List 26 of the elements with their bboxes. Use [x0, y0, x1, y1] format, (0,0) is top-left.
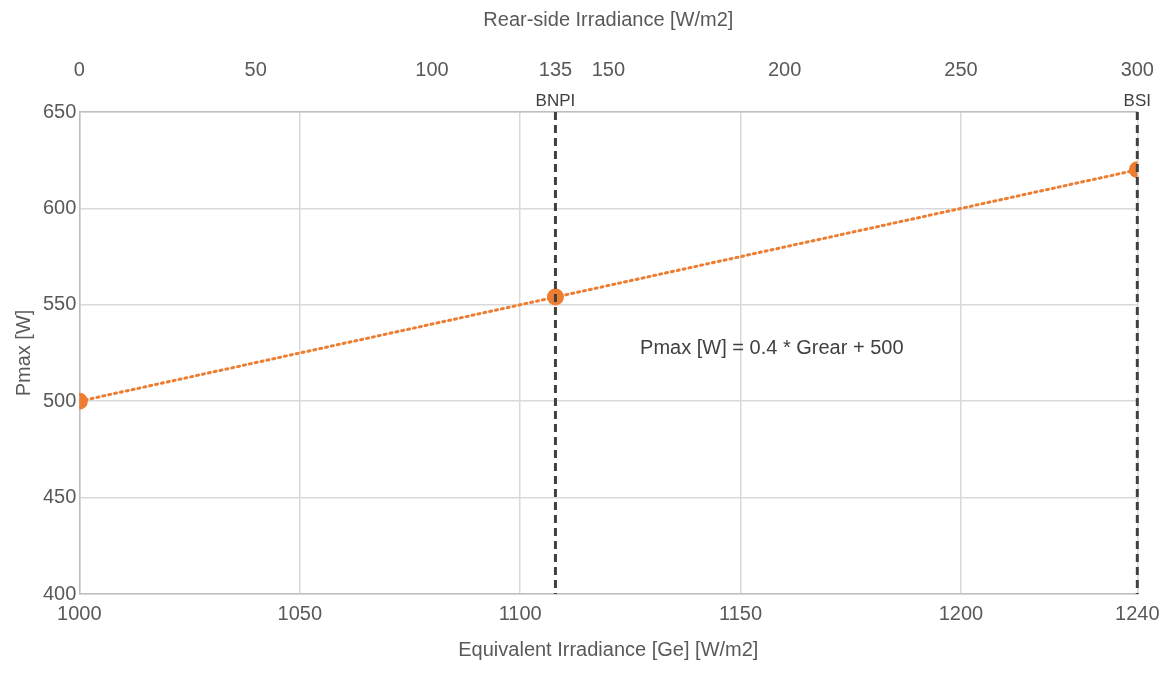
- x2-tick-label: 0: [73, 57, 85, 80]
- y-tick-label: 450: [42, 485, 77, 508]
- x-tick-label: 1000: [57, 601, 102, 624]
- x2-tick-label: 300: [1120, 57, 1154, 80]
- ref-line-label: BSI: [1123, 91, 1152, 111]
- x2-tick-label: 50: [244, 57, 267, 80]
- annotation: Pmax [W] = 0.4 * Grear + 500: [640, 335, 904, 358]
- x2-tick-label: 150: [591, 57, 626, 80]
- y-tick-label: 400: [42, 581, 77, 604]
- ref-line-label: BNPI: [535, 91, 576, 111]
- x-tick-label: 1150: [719, 601, 763, 624]
- x2-tick-label: 200: [767, 57, 802, 80]
- x2-tick-label: 135: [538, 57, 573, 80]
- y-tick-label: 550: [42, 292, 77, 315]
- x-axis-title: Equivalent Irradiance [Ge] [W/m2]: [458, 637, 759, 660]
- y-tick-label: 650: [42, 99, 77, 122]
- x-tick-label: 1100: [498, 601, 542, 624]
- y-tick-label: 600: [42, 195, 77, 218]
- x-tick-label: 1240: [1115, 601, 1160, 624]
- x-tick-label: 1050: [277, 601, 323, 624]
- x2-tick-label: 250: [944, 57, 978, 80]
- x-tick-label: 1200: [938, 601, 984, 624]
- x2-tick-label: 100: [415, 57, 449, 80]
- x2-axis-title: Rear-side Irradiance [W/m2]: [483, 7, 734, 30]
- y-tick-label: 500: [42, 388, 77, 411]
- y-axis-title: Pmax [W]: [11, 309, 34, 397]
